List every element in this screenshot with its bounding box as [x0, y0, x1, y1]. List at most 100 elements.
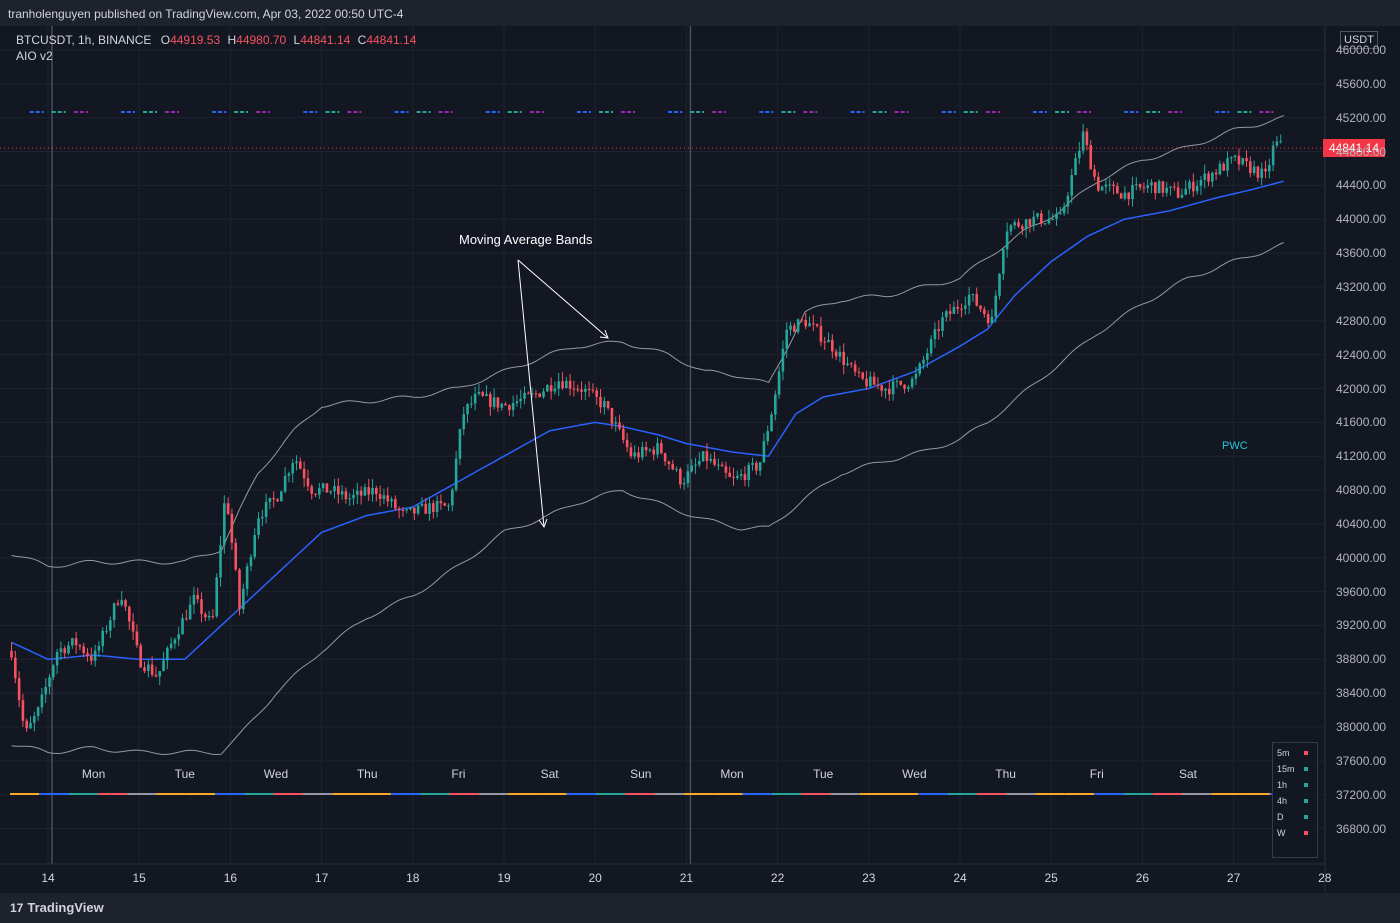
- candle: [302, 461, 306, 488]
- candle-body: [375, 488, 378, 495]
- annotation-text[interactable]: Moving Average Bands: [459, 232, 593, 247]
- candle: [413, 507, 416, 520]
- candle: [192, 586, 196, 614]
- candle: [717, 458, 720, 471]
- candle-body: [823, 341, 827, 343]
- candle-body: [914, 373, 918, 379]
- trend-bar-segment: [947, 793, 977, 795]
- candle-body: [1241, 158, 1245, 165]
- currency-button[interactable]: USDT: [1340, 31, 1378, 49]
- candle-body: [1138, 184, 1142, 188]
- candle-body: [1104, 184, 1108, 187]
- candle-body: [1074, 158, 1077, 176]
- candle-body: [926, 353, 929, 360]
- candle: [732, 467, 735, 486]
- candle: [986, 310, 990, 328]
- candle: [793, 322, 796, 333]
- price-tick-label: 41600.00: [1336, 415, 1387, 430]
- candle-body: [413, 507, 416, 514]
- candle: [880, 384, 884, 397]
- candle: [1116, 182, 1119, 194]
- candle-body: [71, 638, 74, 646]
- candle: [329, 490, 333, 495]
- candle-body: [690, 465, 694, 472]
- candle-body: [435, 500, 439, 513]
- date-tick-label: 19: [497, 871, 511, 885]
- candle: [557, 372, 561, 396]
- candle-body: [139, 645, 143, 668]
- weekday-label: Wed: [902, 767, 927, 781]
- tradingview-logo[interactable]: 17 TradingView: [10, 900, 104, 915]
- price-tick-label: 44800.00: [1336, 144, 1387, 159]
- candle-body: [394, 499, 397, 509]
- candle-body: [204, 614, 207, 618]
- candle-body: [986, 314, 990, 324]
- candle: [318, 482, 321, 499]
- trend-bar-segment: [508, 793, 538, 795]
- last-price-tag: 44841.14: [1323, 139, 1385, 158]
- candle: [1211, 171, 1214, 188]
- candle-body: [1195, 185, 1199, 192]
- candle: [1081, 123, 1085, 155]
- candle-body: [1017, 222, 1020, 227]
- indicator-label[interactable]: AIO v2: [16, 49, 53, 63]
- candle: [310, 484, 314, 500]
- candle-body: [648, 449, 652, 451]
- candle: [971, 293, 975, 302]
- candle-body: [565, 380, 568, 389]
- candle-body: [557, 381, 561, 389]
- candle-body: [207, 615, 211, 618]
- price-tick-label: 41200.00: [1336, 449, 1387, 464]
- candle-body: [59, 648, 63, 652]
- candle-body: [454, 458, 458, 490]
- candle-body: [720, 464, 724, 467]
- series-moving-average: [11, 180, 1284, 661]
- candle-body: [405, 509, 409, 511]
- candle-body: [663, 453, 667, 462]
- candle-body: [200, 599, 203, 615]
- price-chart[interactable]: [0, 26, 1400, 893]
- candle-body: [979, 305, 982, 310]
- candle: [333, 478, 336, 499]
- candle: [150, 656, 154, 678]
- candle-body: [428, 503, 431, 514]
- candle-body: [956, 306, 960, 309]
- candle: [1093, 164, 1096, 181]
- candle-body: [800, 319, 804, 321]
- candle-body: [287, 473, 291, 476]
- candle-body: [230, 513, 234, 543]
- candle: [1180, 188, 1184, 199]
- candle: [724, 461, 728, 479]
- status-dot-icon: [1304, 783, 1308, 787]
- candle-body: [226, 503, 230, 514]
- candle: [55, 649, 59, 675]
- candle: [44, 678, 48, 703]
- close-label: C: [357, 33, 367, 47]
- candle: [713, 451, 716, 467]
- date-tick-label: 21: [679, 871, 694, 885]
- candle: [998, 272, 1001, 300]
- candle: [983, 306, 986, 318]
- candle-body: [694, 464, 697, 466]
- price-tick-label: 40400.00: [1336, 516, 1387, 531]
- candle-body: [895, 380, 899, 382]
- candle: [1123, 186, 1127, 201]
- candle-body: [359, 490, 363, 496]
- candle: [549, 377, 553, 400]
- candle: [295, 455, 298, 471]
- candle: [234, 538, 238, 572]
- trend-bar-segment: [537, 793, 567, 795]
- candle-body: [14, 657, 17, 679]
- candle-body: [587, 388, 591, 390]
- series-lower-band: [11, 242, 1284, 756]
- candle-body: [120, 600, 124, 605]
- candle: [1279, 134, 1283, 144]
- candle: [196, 587, 200, 604]
- candle: [865, 371, 868, 390]
- candle: [656, 437, 659, 459]
- candle: [553, 381, 557, 395]
- timeframe-row: 1h: [1273, 777, 1317, 793]
- candle-body: [1264, 168, 1267, 172]
- candle-body: [994, 295, 998, 317]
- candle-body: [606, 401, 610, 409]
